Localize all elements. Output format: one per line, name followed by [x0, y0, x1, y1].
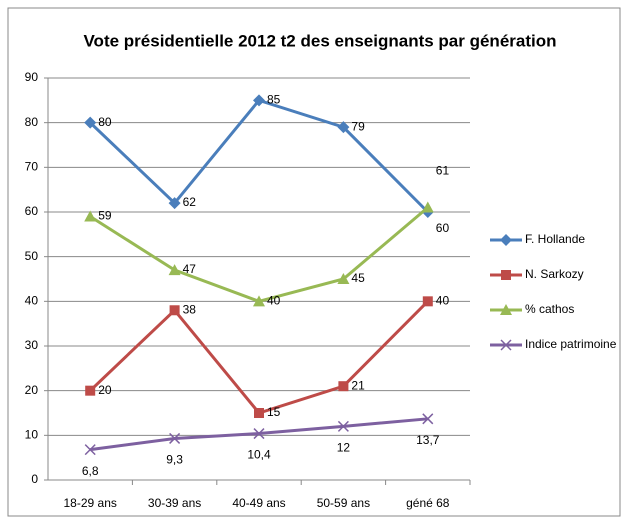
- y-tick-label: 60: [25, 204, 39, 218]
- data-label: 60: [436, 221, 450, 235]
- marker: [169, 305, 180, 316]
- marker: [168, 197, 181, 210]
- x-tick-label: 50-59 ans: [317, 496, 370, 510]
- data-label: 80: [98, 115, 112, 129]
- x-tick-label: 30-39 ans: [148, 496, 201, 510]
- marker: [337, 273, 350, 284]
- data-label: 15: [267, 405, 281, 419]
- marker: [169, 432, 181, 444]
- data-label: 61: [436, 164, 450, 178]
- legend-label: F. Hollande: [525, 232, 585, 246]
- marker: [500, 304, 512, 315]
- data-label: 20: [98, 383, 112, 397]
- y-tick-label: 10: [25, 428, 39, 442]
- y-tick-label: 70: [25, 160, 39, 174]
- x-tick-label: géné 68: [406, 496, 450, 510]
- marker: [84, 210, 97, 222]
- y-tick-label: 80: [25, 115, 39, 129]
- y-tick-label: 20: [25, 383, 39, 397]
- data-label: 85: [267, 93, 281, 107]
- legend-label: % cathos: [525, 302, 574, 316]
- marker: [253, 428, 265, 440]
- x-tick-label: 40-49 ans: [232, 496, 285, 510]
- data-label: 62: [183, 195, 197, 209]
- data-label: 9,3: [166, 453, 183, 467]
- x-tick-label: 18-29 ans: [64, 496, 117, 510]
- marker: [337, 121, 350, 134]
- chart-border: [7, 7, 621, 517]
- data-label: 6,8: [82, 464, 99, 478]
- data-label: 79: [351, 119, 365, 133]
- y-tick-label: 30: [25, 338, 39, 352]
- y-tick-label: 40: [25, 294, 39, 308]
- marker: [253, 295, 265, 307]
- marker: [500, 339, 512, 351]
- marker: [338, 381, 349, 392]
- marker: [422, 413, 434, 425]
- marker: [501, 270, 511, 280]
- chart-title: Vote présidentielle 2012 t2 des enseigna…: [83, 31, 556, 50]
- data-label: 59: [98, 209, 112, 223]
- marker: [422, 296, 433, 307]
- data-label: 47: [183, 262, 197, 276]
- marker: [421, 201, 434, 213]
- data-label: 38: [183, 302, 197, 316]
- marker: [337, 420, 349, 432]
- legend-label: N. Sarkozy: [525, 267, 584, 281]
- data-label: 12: [337, 441, 351, 455]
- data-label: 13,7: [416, 433, 440, 447]
- data-label: 40: [436, 294, 450, 308]
- data-label: 10,4: [247, 448, 271, 462]
- y-tick-label: 50: [25, 249, 39, 263]
- y-tick-label: 90: [25, 70, 39, 84]
- marker: [168, 264, 181, 276]
- data-label: 45: [351, 271, 365, 285]
- data-label: 40: [267, 294, 281, 308]
- marker: [84, 444, 96, 456]
- marker: [84, 116, 97, 129]
- marker: [253, 94, 265, 107]
- y-tick-label: 0: [31, 472, 38, 486]
- marker: [85, 385, 96, 396]
- marker: [254, 408, 264, 418]
- data-label: 21: [351, 378, 365, 392]
- marker: [500, 234, 512, 246]
- legend-label: Indice patrimoine: [525, 337, 617, 351]
